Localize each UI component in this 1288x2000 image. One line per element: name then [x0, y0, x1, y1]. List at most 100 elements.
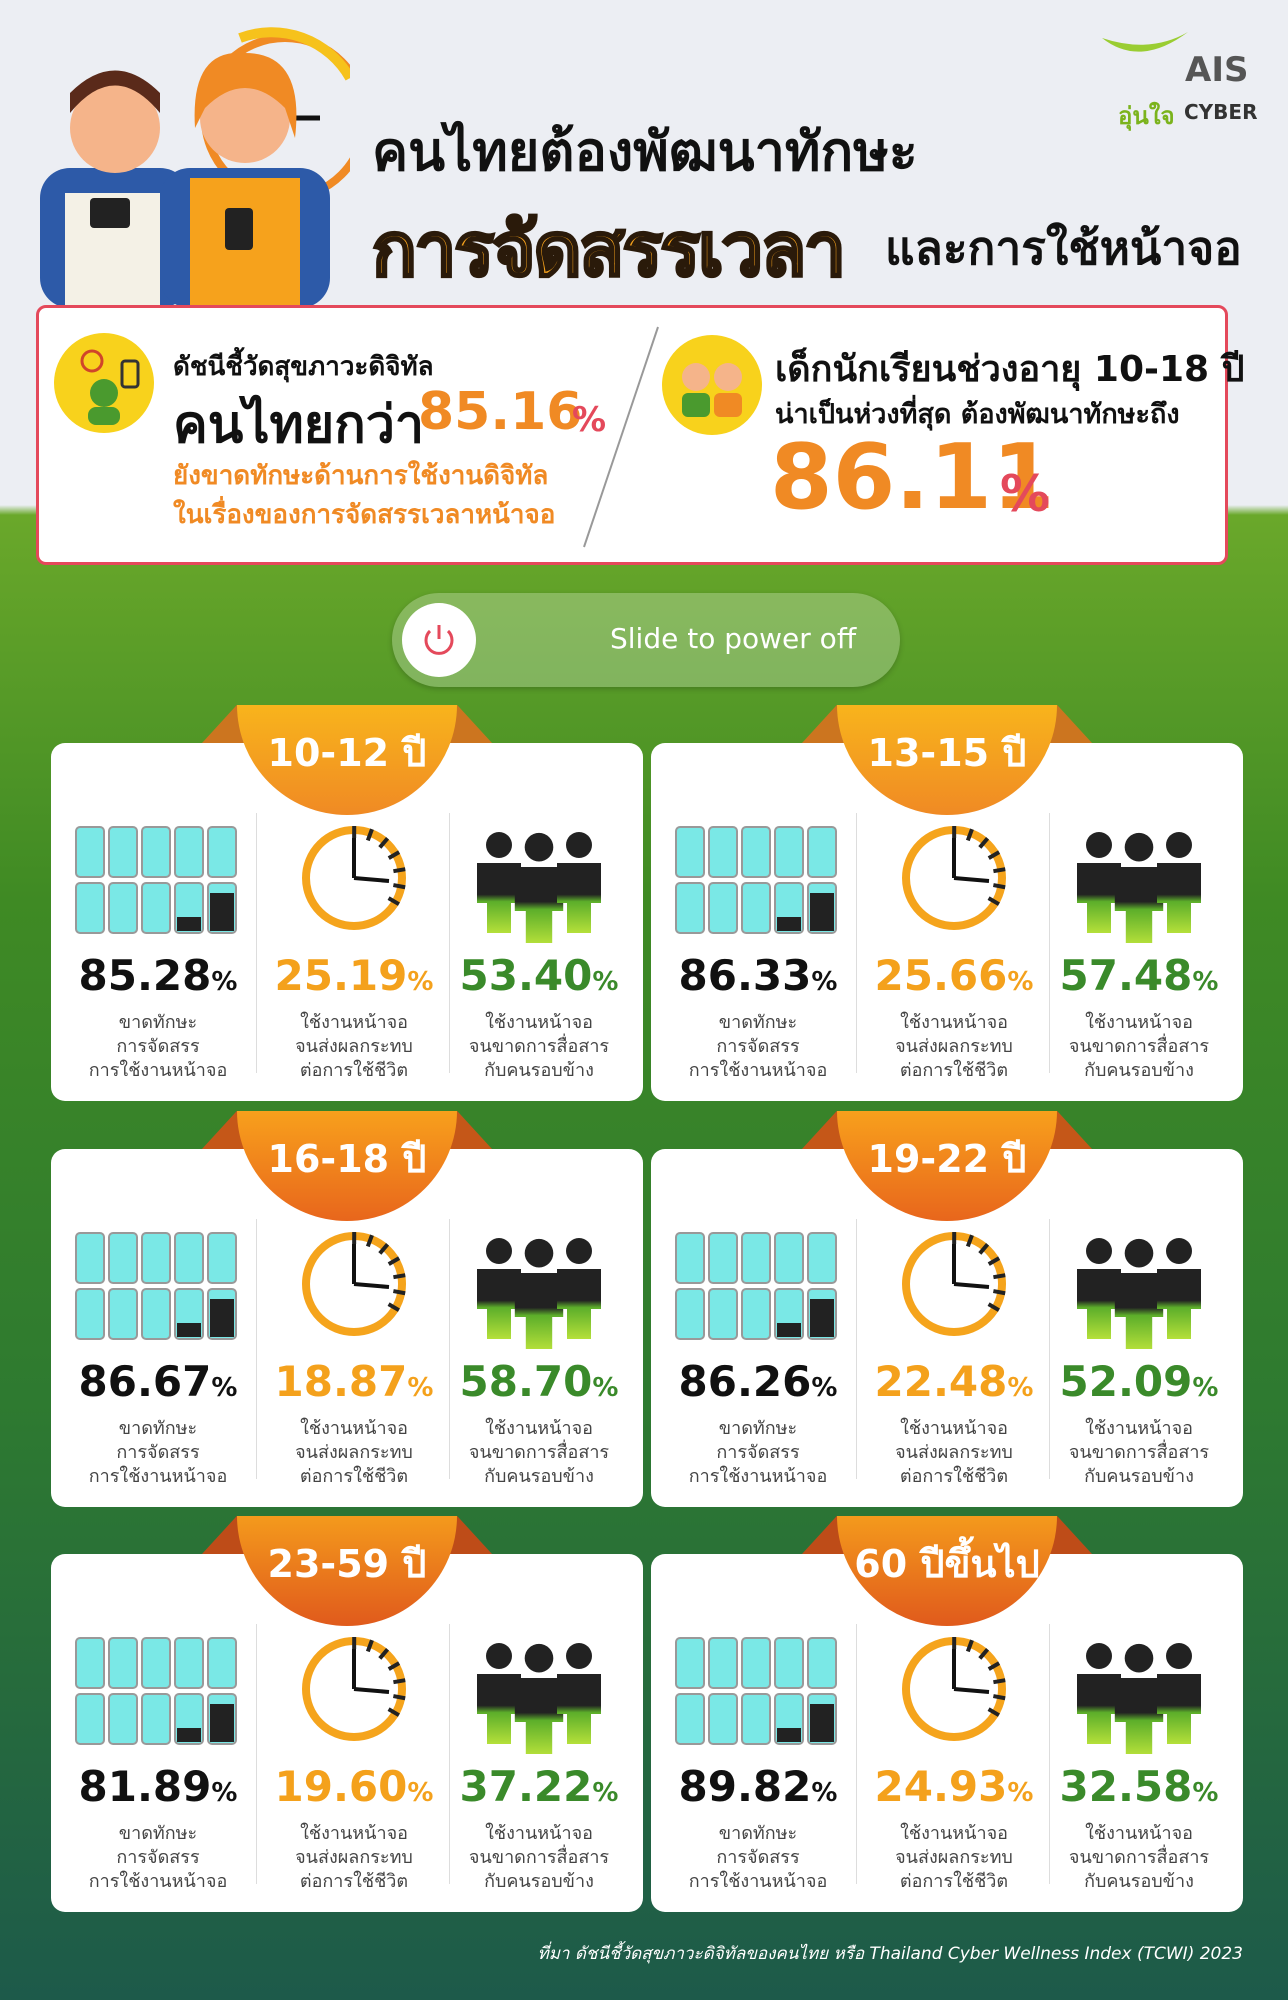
column-divider: [856, 813, 857, 1073]
clock-tick: [387, 1661, 401, 1671]
clock-tick: [987, 1256, 1001, 1266]
phone-icon: [108, 1693, 138, 1745]
summary-icon: [54, 333, 154, 433]
person-body: [1114, 1678, 1164, 1754]
clock-tick: [393, 1694, 406, 1701]
stat-unit: %: [1192, 1373, 1219, 1403]
description-line: การจัดสรร: [716, 1036, 800, 1057]
stat-description: ใช้งานหน้าจอ จนขาดการสื่อสาร กับคนรอบข้าง: [444, 1822, 634, 1894]
clock-tick: [378, 836, 390, 849]
phone-icon: [141, 1232, 171, 1284]
description-line: ใช้งานหน้าจอ: [300, 1418, 408, 1439]
phone-icon: [741, 1693, 771, 1745]
logo-sub: อุ่นใจ: [1118, 102, 1175, 130]
description-line: การจัดสรร: [116, 1442, 200, 1463]
stat-icon: [1077, 1643, 1201, 1754]
clock-hand: [953, 1687, 990, 1694]
stat-description: ขาดทักษะ การจัดสรร การใช้งานหน้าจอ: [63, 1417, 253, 1489]
stat-value: 58.70%: [444, 1357, 634, 1406]
description-line: ใช้งานหน้าจอ: [1085, 1012, 1193, 1033]
logo-brand: AIS: [1185, 50, 1249, 90]
card: 86.67% ขาดทักษะ การจัดสรร การใช้งานหน้าจอ 18…: [51, 1149, 643, 1507]
phone-screen-off: [777, 1323, 801, 1337]
description-line: จนขาดการสื่อสาร: [1068, 1442, 1210, 1463]
phone-icon: [207, 1232, 237, 1284]
logo-mark: [1102, 32, 1188, 52]
clock-tick: [993, 883, 1006, 890]
person-body: [1114, 867, 1164, 943]
clock-tick: [978, 1647, 990, 1660]
person-body: [1157, 1269, 1201, 1339]
slider[interactable]: [392, 593, 900, 687]
phone-icon: [75, 826, 105, 878]
person-head: [524, 1643, 554, 1673]
summary-text: ในเรื่องของการจัดสรรเวลาหน้าจอ: [173, 500, 556, 530]
stat-number: 22.48: [874, 1357, 1008, 1406]
person-body: [557, 1674, 601, 1744]
person-body: [1077, 1269, 1121, 1339]
person-head: [486, 1643, 512, 1669]
stat-unit: %: [407, 1373, 434, 1403]
phone-icon: [108, 1637, 138, 1689]
person-head: [566, 832, 592, 858]
description-line: ใช้งานหน้าจอ: [900, 1012, 1008, 1033]
title: คนไทยต้องพัฒนาทักษะ: [372, 120, 918, 183]
phone-icon: [174, 826, 204, 878]
phone-icon: [774, 1232, 804, 1284]
person-head: [1124, 832, 1154, 862]
person-body: [477, 863, 521, 933]
stat-number: 53.40: [459, 951, 593, 1000]
stat-value: 24.93%: [859, 1762, 1049, 1811]
column-divider: [1049, 813, 1050, 1073]
stat-unit: %: [211, 1778, 238, 1808]
stat-description: ใช้งานหน้าจอ จนส่งผลกระทบ ต่อการใช้ชีวิต: [259, 1011, 449, 1083]
column-divider: [856, 1624, 857, 1884]
clock-tick: [365, 1234, 374, 1248]
phone-icon: [774, 1637, 804, 1689]
person-head: [524, 1238, 554, 1268]
stat-value: 81.89%: [63, 1762, 253, 1811]
stat-description: ใช้งานหน้าจอ จนส่งผลกระทบ ต่อการใช้ชีวิต: [259, 1417, 449, 1489]
stat-icon: [477, 832, 601, 943]
stat-value: 18.87%: [259, 1357, 449, 1406]
phone-icon: [108, 1232, 138, 1284]
power-button[interactable]: [400, 601, 478, 679]
stat-description: ใช้งานหน้าจอ จนขาดการสื่อสาร กับคนรอบข้าง: [444, 1011, 634, 1083]
column-divider: [256, 1219, 257, 1479]
clock-tick: [393, 1289, 406, 1296]
phone-icon: [675, 882, 705, 934]
phone-screen-off: [810, 1704, 834, 1742]
clock-tick: [978, 836, 990, 849]
description-line: การใช้งานหน้าจอ: [688, 1466, 828, 1487]
stat-icon: [1077, 1238, 1201, 1349]
stat-unit: %: [407, 967, 434, 997]
person-body: [514, 1678, 564, 1754]
summary-text: น่าเป็นห่วงที่สุด ต้องพัฒนาทักษะถึง: [775, 399, 1180, 430]
phone-icon: [75, 1232, 105, 1284]
title-line2: และการใช้หน้าจอ: [885, 221, 1242, 275]
description-line: ขาดทักษะ: [118, 1418, 198, 1439]
person-head: [1166, 832, 1192, 858]
slider-label: Slide to power off: [610, 622, 857, 655]
stat-unit: %: [811, 967, 838, 997]
stat-description: ใช้งานหน้าจอ จนส่งผลกระทบ ต่อการใช้ชีวิต: [859, 1417, 1049, 1489]
column-divider: [1049, 1219, 1050, 1479]
person-body: [1157, 863, 1201, 933]
stat-description: ใช้งานหน้าจอ จนขาดการสื่อสาร กับคนรอบข้าง: [444, 1417, 634, 1489]
description-line: จนขาดการสื่อสาร: [468, 1036, 610, 1057]
stat-unit: %: [1192, 967, 1219, 997]
clock-tick: [978, 1242, 990, 1255]
description-line: กับคนรอบข้าง: [484, 1871, 594, 1892]
stat-unit: %: [407, 1778, 434, 1808]
description-line: ใช้งานหน้าจอ: [300, 1012, 408, 1033]
person-head: [566, 1238, 592, 1264]
phone-screen-off: [810, 893, 834, 931]
person-head: [486, 832, 512, 858]
description-line: ใช้งานหน้าจอ: [900, 1418, 1008, 1439]
clock-tick: [987, 1661, 1001, 1671]
clock-tick: [387, 850, 401, 860]
phone-screen-off: [210, 893, 234, 931]
person-head: [1086, 832, 1112, 858]
phone-icon: [741, 1288, 771, 1340]
stat-number: 24.93: [874, 1762, 1008, 1811]
